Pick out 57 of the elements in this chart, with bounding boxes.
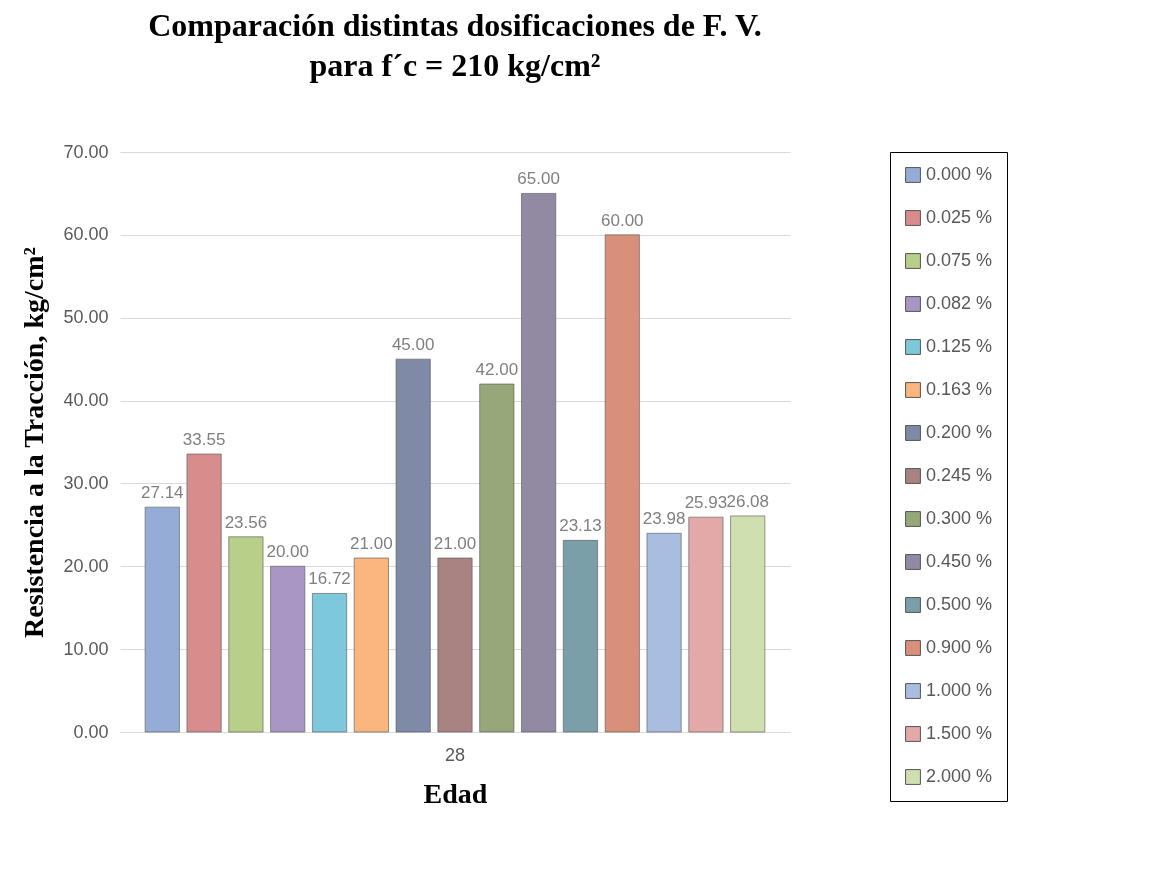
data-label: 23.13 [559, 516, 602, 536]
legend-label: 2.000 % [926, 766, 993, 786]
y-tick-label: 10.00 [63, 638, 109, 659]
legend-label: 0.075 % [926, 250, 993, 270]
data-label: 16.72 [308, 569, 351, 589]
y-tick-label: 20.00 [63, 555, 109, 576]
bar [730, 515, 766, 733]
bar [311, 592, 348, 733]
data-label: 21.00 [433, 534, 477, 553]
y-axis-title: Resistencia a la Tracción, kg/cm² [18, 247, 50, 638]
bar [395, 358, 431, 733]
bar [228, 536, 264, 733]
data-label: 33.55 [182, 430, 226, 450]
x-tick-label: 28 [444, 744, 466, 765]
data-label: 21.00 [350, 534, 393, 553]
y-tick-label: 30.00 [63, 472, 109, 493]
legend-label: 0.025 % [926, 207, 993, 227]
bar [270, 565, 306, 733]
bar [479, 383, 515, 733]
bar [562, 539, 599, 733]
bar [688, 516, 724, 733]
legend-label: 1.000 % [926, 680, 993, 700]
data-label: 60.00 [601, 210, 644, 230]
bar [604, 234, 640, 733]
legend-label: 1.500 % [926, 723, 993, 743]
y-tick-label: 0.00 [73, 721, 109, 742]
bar [520, 192, 557, 733]
legend-label: 0.000 % [926, 164, 993, 184]
legend-label: 0.500 % [926, 594, 993, 614]
data-label: 42.00 [475, 360, 519, 379]
data-label: 27.14 [140, 483, 184, 503]
data-label: 23.98 [642, 509, 686, 529]
bar [353, 557, 390, 733]
legend-label: 0.125 % [926, 336, 993, 356]
y-tick-label: 70.00 [63, 141, 109, 162]
data-label: 26.08 [726, 491, 770, 511]
legend-label: 0.200 % [926, 422, 993, 442]
bar [144, 506, 180, 733]
legend-label: 0.082 % [926, 293, 993, 313]
legend-label: 0.300 % [926, 508, 993, 528]
chart-title: Comparación distintas dosificaciones de F. V. para f´c = 210 kg/cm² [148, 7, 762, 83]
data-label: 45.00 [391, 335, 435, 355]
y-tick-label: 40.00 [63, 390, 109, 411]
legend-label: 0.245 % [926, 465, 993, 485]
y-tick-label: 60.00 [63, 224, 109, 245]
data-label: 25.93 [684, 493, 728, 513]
legend-label: 0.450 % [926, 551, 993, 571]
bar [186, 453, 222, 733]
y-tick-label: 50.00 [63, 307, 109, 328]
data-label: 23.56 [224, 512, 268, 532]
data-label: 65.00 [517, 169, 560, 189]
data-label: 20.00 [266, 542, 309, 562]
legend-label: 0.900 % [926, 637, 993, 657]
bar [646, 532, 682, 733]
legend-label: 0.163 % [926, 379, 993, 399]
x-axis-title: Edad [423, 777, 488, 809]
bar [437, 557, 473, 733]
